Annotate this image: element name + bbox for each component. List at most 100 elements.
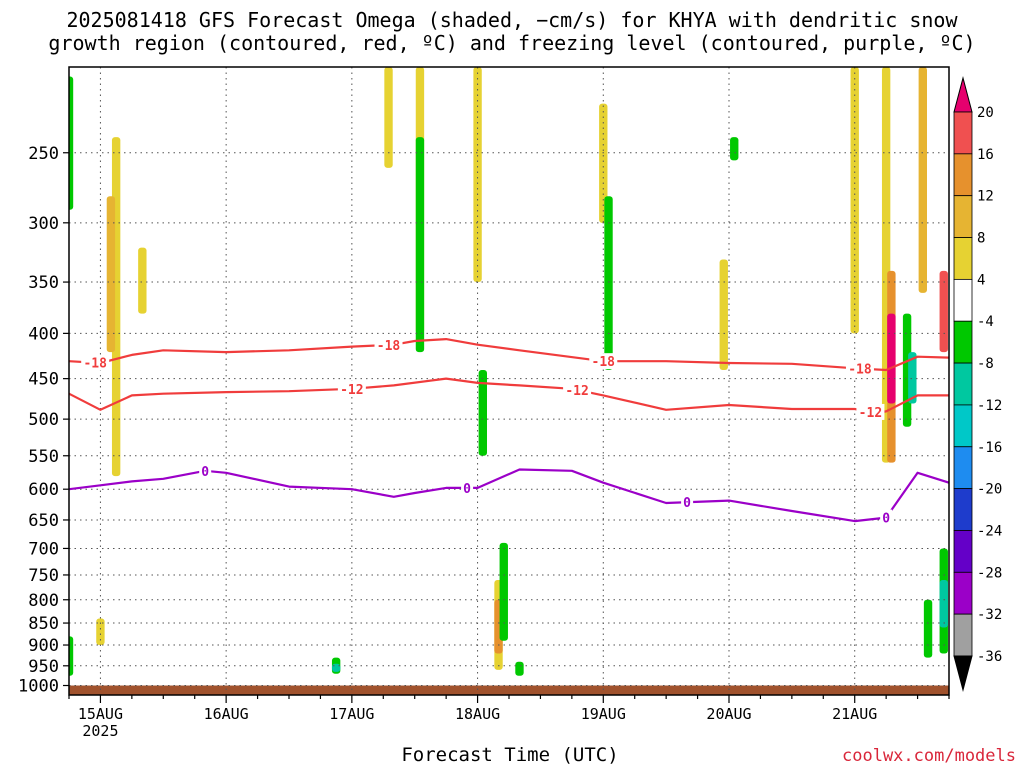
colorbar-box — [953, 278, 973, 322]
grid-layer — [69, 67, 949, 695]
contour-label: -18 — [377, 339, 401, 354]
colorbar-box — [953, 613, 973, 657]
colorbar-box — [953, 488, 973, 531]
colorbar: -36 -32 -28 -24 -20 -16 -12 -8 -4 4 8 12 16 20 — [953, 76, 1002, 692]
y-tick-label: 650 — [28, 511, 59, 531]
contour-label: 0 — [463, 482, 471, 497]
x-tick-label: 21AUG — [832, 705, 877, 723]
contour-label: -12 — [565, 384, 588, 399]
colorbar-box — [953, 571, 973, 615]
omega-region — [599, 103, 608, 223]
omega-region — [96, 618, 105, 646]
colorbar-label: -20 — [977, 482, 1002, 498]
contour-layer: -18 -18 -18 -18 -12 -12 -12 0 0 0 0 — [69, 336, 949, 527]
y-tick-label: 800 — [28, 591, 59, 611]
colorbar-label: 4 — [977, 272, 985, 288]
contour-label: -12 — [340, 383, 363, 398]
contour-label-bg — [461, 479, 474, 496]
omega-region — [730, 137, 739, 161]
x-tick-label: 17AUG — [329, 705, 374, 723]
y-tick-label: 600 — [28, 480, 59, 500]
y-axis: 2503003504004505005506006507007508008509… — [18, 144, 69, 697]
omega-shading-layer — [69, 67, 949, 695]
contour-label-bg — [81, 354, 110, 371]
colorbar-box — [953, 237, 973, 280]
y-tick-label: 950 — [28, 657, 59, 677]
colorbar-box — [953, 404, 973, 448]
omega-region — [939, 270, 948, 353]
contour-label: -18 — [848, 363, 872, 378]
chart-title-line-2: growth region (contoured, red, ºC) and f… — [48, 31, 976, 55]
contour-label-bg — [563, 381, 592, 398]
colorbar-label: -28 — [977, 565, 1002, 581]
omega-region — [887, 313, 896, 404]
contour-label-bg — [845, 360, 874, 377]
contour-label: -18 — [83, 357, 107, 372]
x-tick-label: 16AUG — [204, 705, 249, 723]
x-tick-label: 20AUG — [706, 705, 751, 723]
colorbar-label: 12 — [977, 189, 994, 205]
colorbar-label: -12 — [977, 398, 1002, 414]
omega-region — [384, 67, 393, 168]
colorbar-label: -24 — [977, 523, 1002, 539]
colorbar-label: 20 — [977, 105, 994, 121]
contour-label-bg — [589, 353, 618, 370]
colorbar-box — [953, 362, 973, 406]
omega-region — [106, 196, 116, 353]
colorbar-box — [953, 446, 973, 490]
colorbar-box — [953, 530, 973, 573]
omega-region — [604, 196, 613, 371]
contour-label: -12 — [859, 406, 882, 421]
x-tick-label: 18AUG — [455, 705, 500, 723]
omega-region — [415, 137, 425, 353]
colorbar-label: -36 — [977, 649, 1002, 665]
omega-region — [719, 259, 728, 371]
y-tick-label: 350 — [28, 273, 59, 293]
omega-region — [138, 247, 147, 314]
omega-region — [69, 76, 74, 210]
y-tick-label: 750 — [28, 566, 59, 586]
contour-label: -18 — [592, 355, 616, 370]
colorbar-box — [953, 320, 973, 364]
colorbar-label: 16 — [977, 147, 994, 163]
y-tick-label: 400 — [28, 324, 59, 344]
y-tick-label: 700 — [28, 539, 59, 559]
colorbar-box — [953, 153, 973, 197]
source-credit: coolwx.com/models — [842, 746, 1016, 766]
contour-line — [69, 377, 949, 414]
omega-region — [499, 542, 508, 641]
contour-label-bg — [681, 494, 694, 511]
colorbar-label: 8 — [977, 231, 985, 247]
omega-region — [331, 663, 341, 672]
plot-frame — [68, 66, 950, 696]
x-tick-label: 15AUG — [78, 705, 123, 723]
y-tick-label: 500 — [28, 410, 59, 430]
contour-label: 0 — [201, 465, 209, 480]
y-tick-label: 850 — [28, 614, 59, 634]
contour-label: 0 — [882, 512, 890, 527]
colorbar-label: -8 — [977, 356, 994, 372]
x-tick-label: 19AUG — [581, 705, 626, 723]
x-axis-label: Forecast Time (UTC) — [401, 744, 619, 766]
colorbar-label: -32 — [977, 607, 1002, 623]
omega-region — [473, 67, 482, 283]
omega-region — [515, 661, 524, 676]
y-tick-label: 550 — [28, 447, 59, 467]
contour-label-bg — [880, 509, 893, 526]
y-tick-label: 1000 — [18, 677, 59, 697]
omega-region — [918, 67, 927, 293]
contour-label: 0 — [683, 496, 691, 511]
contour-line — [69, 338, 949, 372]
colorbar-label: -4 — [977, 314, 994, 330]
contour-label-bg — [374, 336, 403, 353]
omega-region — [923, 599, 933, 658]
omega-region — [939, 580, 948, 628]
y-tick-label: 900 — [28, 636, 59, 656]
omega-region — [478, 370, 487, 456]
colorbar-top-arrow — [953, 76, 973, 113]
contour-label-bg — [199, 462, 212, 479]
colorbar-box — [953, 111, 973, 155]
